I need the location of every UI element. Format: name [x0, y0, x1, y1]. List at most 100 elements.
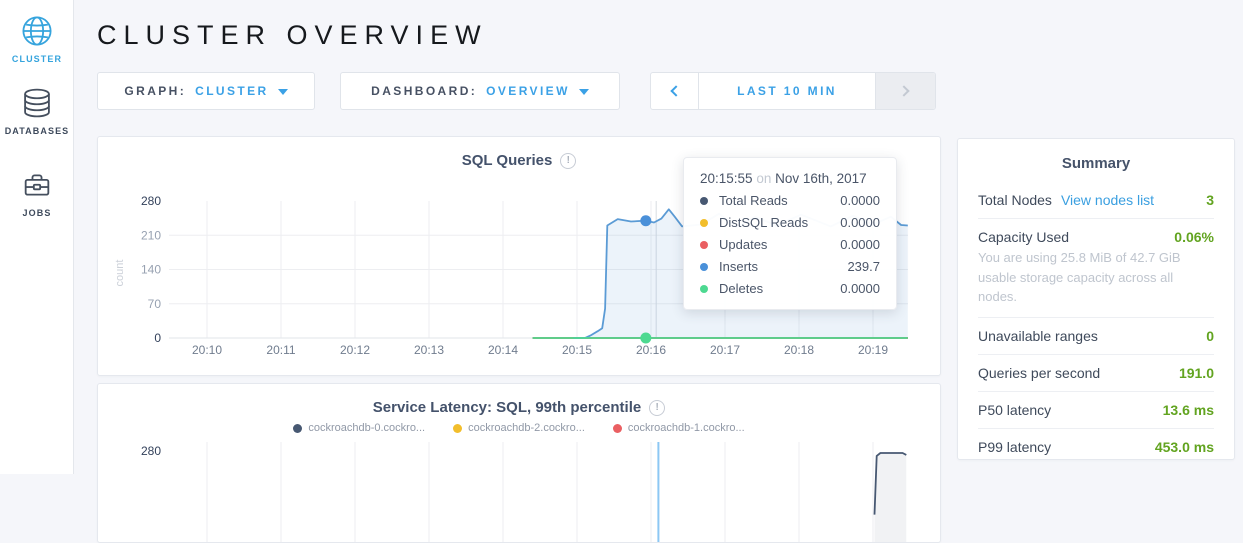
svg-text:20:12: 20:12 [340, 343, 370, 357]
legend-label: cockroachdb-1.cockro... [627, 422, 745, 434]
p50-latency-label: P50 latency [978, 401, 1052, 418]
series-value: 0.0000 [840, 281, 880, 296]
summary-panel: Summary Total Nodes View nodes list 3 Ca… [957, 138, 1235, 460]
info-icon[interactable]: ! [649, 399, 666, 416]
page-title: CLUSTER OVERVIEW [97, 20, 488, 50]
svg-text:0: 0 [154, 331, 161, 345]
p99-latency-value: 453.0 ms [1154, 438, 1214, 455]
svg-text:70: 70 [148, 297, 162, 311]
briefcase-icon [24, 174, 50, 196]
sidebar: CLUSTER DATABASES JOBS [0, 0, 74, 474]
summary-row-capacity-used: Capacity Used 0.06% You are using 25.8 M… [978, 218, 1214, 317]
series-color-dot [700, 262, 708, 271]
svg-text:140: 140 [141, 263, 161, 277]
series-name: Deletes [719, 281, 764, 296]
svg-text:210: 210 [141, 228, 161, 242]
capacity-used-label: Capacity Used [978, 229, 1070, 245]
sidebar-label-cluster: CLUSTER [11, 54, 63, 64]
capacity-used-description: You are using 25.8 MiB of 42.7 GiB usabl… [978, 250, 1181, 304]
svg-text:20:16: 20:16 [636, 343, 666, 357]
chevron-left-icon [670, 85, 682, 97]
tooltip-row: Inserts 239.7 [700, 259, 880, 274]
service-latency-chart-title: Service Latency: SQL, 99th percentile [372, 399, 642, 416]
svg-text:20:13: 20:13 [414, 343, 444, 357]
chevron-down-icon [277, 89, 288, 95]
sql-queries-chart-title: SQL Queries [461, 152, 553, 169]
databases-icon [24, 88, 50, 118]
series-name: Inserts [719, 259, 759, 274]
tooltip-rows: Total Reads 0.0000 DistSQL Reads 0.0000 Upda… [700, 193, 880, 296]
legend-item[interactable]: cockroachdb-1.cockro... [612, 422, 745, 434]
svg-text:20:10: 20:10 [192, 343, 222, 357]
inserts-data-point [640, 215, 652, 227]
series-name: Total Reads [719, 193, 788, 208]
chart-hover-tooltip: 20:15:55 on Nov 16th, 2017 Total Reads 0.… [683, 157, 897, 310]
tooltip-row: DistSQL Reads 0.0000 [700, 215, 880, 230]
time-window-selector: LAST 10 MIN [650, 72, 936, 110]
legend-label: cockroachdb-0.cockro... [308, 422, 426, 434]
tooltip-timestamp: 20:15:55 on Nov 16th, 2017 [700, 171, 867, 186]
sidebar-label-jobs: JOBS [22, 208, 52, 218]
svg-text:count: count [114, 260, 126, 287]
svg-text:20:15: 20:15 [562, 343, 592, 357]
view-nodes-list-link[interactable]: View nodes list [1060, 192, 1155, 208]
tooltip-row: Total Reads 0.0000 [700, 193, 880, 208]
dashboard-dropdown-label: DASHBOARD: [371, 84, 478, 98]
svg-text:20:14: 20:14 [488, 343, 518, 357]
dashboard-dropdown[interactable]: DASHBOARD: OVERVIEW [340, 72, 620, 110]
legend-item[interactable]: cockroachdb-2.cockro... [453, 422, 585, 434]
legend-item[interactable]: cockroachdb-0.cockro... [293, 422, 425, 434]
queries-per-second-value: 191.0 [1178, 364, 1214, 381]
time-window-next-button[interactable] [875, 73, 935, 109]
total-nodes-label: Total Nodes [978, 192, 1052, 208]
summary-title: Summary [1061, 155, 1131, 172]
legend-label: cockroachdb-2.cockro... [468, 422, 585, 434]
chevron-right-icon [898, 85, 910, 97]
total-nodes-value: 3 [1206, 192, 1214, 208]
sidebar-item-jobs[interactable]: JOBS [0, 168, 74, 218]
series-name: DistSQL Reads [719, 215, 809, 230]
svg-text:20:19: 20:19 [858, 343, 888, 357]
summary-row-p99-latency: P99 latency 453.0 ms [978, 427, 1214, 465]
summary-row-unavailable-ranges: Unavailable ranges 0 [978, 316, 1214, 354]
deletes-data-point [640, 332, 652, 344]
sidebar-item-cluster[interactable]: CLUSTER [0, 14, 74, 64]
tooltip-row: Deletes 0.0000 [700, 281, 880, 296]
service-latency-chart[interactable]: 280 [98, 442, 940, 542]
legend-dot [453, 423, 463, 433]
summary-row-p50-latency: P50 latency 13.6 ms [978, 390, 1214, 428]
svg-text:280: 280 [141, 444, 161, 458]
queries-per-second-label: Queries per second [978, 364, 1101, 381]
svg-text:280: 280 [141, 194, 161, 208]
series-name: Updates [719, 237, 768, 252]
service-latency-chart-card: Service Latency: SQL, 99th percentile ! … [97, 383, 941, 543]
series-color-dot [700, 218, 708, 227]
time-window-range[interactable]: LAST 10 MIN [737, 84, 837, 98]
info-icon[interactable]: ! [560, 152, 577, 169]
legend-dot [612, 423, 622, 433]
unavailable-ranges-value: 0 [1206, 327, 1214, 344]
sidebar-item-databases[interactable]: DATABASES [0, 86, 74, 136]
series-color-dot [700, 240, 708, 249]
summary-row-queries-per-second: Queries per second 191.0 [978, 353, 1214, 391]
globe-icon [22, 16, 52, 46]
graph-dropdown[interactable]: GRAPH: CLUSTER [97, 72, 315, 110]
tooltip-row: Updates 0.0000 [700, 237, 880, 252]
time-window-prev-button[interactable] [651, 73, 699, 109]
dashboard-dropdown-value: OVERVIEW [486, 84, 570, 98]
legend-dot [293, 423, 303, 433]
svg-text:20:17: 20:17 [710, 343, 740, 357]
unavailable-ranges-label: Unavailable ranges [978, 327, 1098, 344]
summary-row-total-nodes: Total Nodes View nodes list 3 [978, 182, 1214, 218]
p50-latency-value: 13.6 ms [1162, 401, 1214, 418]
series-color-dot [700, 196, 708, 205]
sidebar-label-databases: DATABASES [4, 126, 70, 136]
series-color-dot [700, 284, 708, 293]
series-value: 0.0000 [840, 237, 880, 252]
p99-latency-label: P99 latency [978, 438, 1052, 455]
graph-dropdown-label: GRAPH: [124, 84, 187, 98]
service-latency-legend: cockroachdb-0.cockro... cockroachdb-2.coc… [98, 422, 940, 434]
capacity-used-value: 0.06% [1174, 229, 1214, 245]
series-value: 0.0000 [840, 193, 880, 208]
svg-text:20:11: 20:11 [266, 343, 295, 357]
